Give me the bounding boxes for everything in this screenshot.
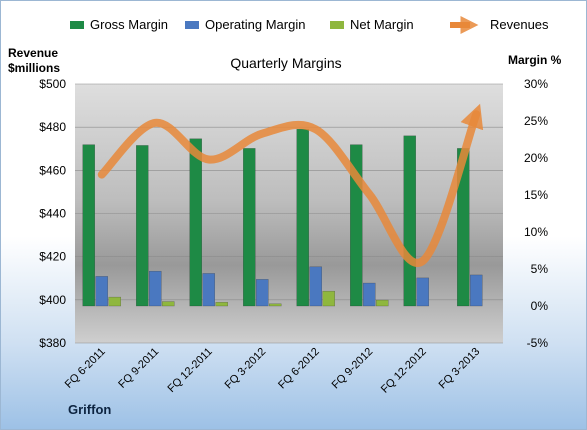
chart-title: Quarterly Margins [230, 55, 341, 71]
bar-operating-margin [416, 277, 429, 307]
category-label: FQ 3-2013 [437, 346, 483, 392]
left-tick-label: $500 [39, 77, 66, 91]
left-tick-label: $480 [39, 120, 66, 134]
bar-operating-margin [256, 279, 269, 307]
category-label: FQ 9-2011 [116, 346, 161, 391]
company-name: Griffon [68, 402, 111, 417]
bar-gross-margin [82, 144, 95, 307]
left-axis: $380 $400 $420 $440 $460 $480 $500 [39, 77, 66, 350]
left-tick-label: $460 [39, 163, 66, 177]
right-tick-label: 5% [531, 262, 549, 276]
legend-swatch-net-margin [330, 21, 344, 29]
left-axis-title-line1: Revenue [8, 46, 58, 60]
category-label: FQ 9-2012 [330, 346, 376, 392]
right-tick-label: 15% [524, 188, 548, 202]
revenue-line [97, 103, 484, 267]
legend-swatch-operating-margin [185, 21, 199, 29]
bar-operating-margin [95, 276, 108, 307]
revenue-line-layer [97, 103, 484, 267]
right-tick-label: 10% [524, 225, 548, 239]
bar-operating-margin [363, 282, 376, 307]
right-tick-label: 0% [531, 299, 549, 313]
bar-operating-margin [149, 270, 162, 307]
bar-net-margin [269, 303, 282, 307]
right-tick-label: -5% [527, 336, 549, 350]
bar-net-margin [322, 290, 335, 307]
bar-operating-margin [470, 274, 483, 307]
category-label: FQ 3-2012 [223, 346, 269, 392]
left-tick-label: $400 [39, 293, 66, 307]
right-axis-title: Margin % [508, 53, 562, 67]
bar-gross-margin [136, 145, 149, 307]
legend-swatch-gross-margin [70, 21, 84, 29]
category-label: FQ 6-2012 [276, 346, 322, 392]
left-tick-label: $440 [39, 207, 66, 221]
bar-gross-margin [243, 148, 256, 307]
right-tick-label: 25% [524, 114, 548, 128]
bars-layer [82, 128, 483, 307]
bar-net-margin [162, 301, 175, 307]
bar-gross-margin [296, 128, 309, 307]
left-tick-label: $420 [39, 250, 66, 264]
legend-label-gross-margin: Gross Margin [90, 17, 168, 32]
legend-label-net-margin: Net Margin [350, 17, 414, 32]
category-label: FQ 12-2011 [165, 346, 214, 395]
bar-net-margin [108, 296, 121, 307]
left-axis-title-line2: $millions [8, 61, 60, 75]
bar-gross-margin [189, 138, 202, 307]
right-tick-label: 30% [524, 77, 548, 91]
bar-gross-margin [403, 135, 416, 307]
bar-net-margin [376, 299, 389, 307]
bar-operating-margin [309, 266, 322, 307]
category-label: FQ 6-2011 [63, 346, 108, 391]
x-axis: FQ 6-2011 FQ 9-2011 FQ 12-2011 FQ 3-2012 FQ … [63, 346, 483, 396]
legend-label-revenues: Revenues [490, 17, 549, 32]
bar-net-margin [215, 302, 228, 307]
left-tick-label: $380 [39, 336, 66, 350]
bar-operating-margin [202, 273, 215, 307]
right-axis: -5% 0% 5% 10% 15% 20% 25% 30% [524, 77, 548, 350]
right-tick-label: 20% [524, 151, 548, 165]
legend-label-operating-margin: Operating Margin [205, 17, 305, 32]
category-label: FQ 12-2012 [379, 346, 429, 396]
legend: Gross Margin Operating Margin Net Margin… [70, 16, 549, 34]
